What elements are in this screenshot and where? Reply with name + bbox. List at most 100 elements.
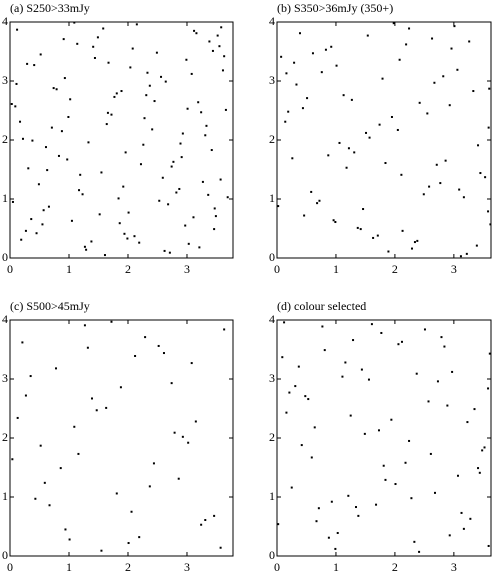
point bbox=[48, 504, 51, 507]
point bbox=[450, 47, 453, 50]
point bbox=[342, 94, 345, 97]
point bbox=[131, 47, 134, 50]
point bbox=[426, 112, 429, 115]
point bbox=[180, 156, 183, 159]
point bbox=[377, 429, 380, 432]
point bbox=[347, 494, 350, 497]
point bbox=[120, 90, 123, 93]
point bbox=[29, 375, 32, 378]
point bbox=[181, 132, 184, 135]
point bbox=[127, 211, 130, 214]
point bbox=[153, 100, 156, 103]
point bbox=[327, 154, 330, 157]
point bbox=[324, 48, 327, 51]
x-tick-label: 2 bbox=[125, 262, 131, 276]
point bbox=[35, 232, 38, 235]
point bbox=[442, 75, 445, 78]
point bbox=[122, 185, 125, 188]
point bbox=[134, 354, 137, 357]
x-tick-label: 0 bbox=[7, 560, 13, 574]
point bbox=[16, 416, 19, 419]
x-tick-label: 3 bbox=[451, 262, 457, 276]
point bbox=[213, 207, 216, 210]
point bbox=[350, 98, 353, 101]
point bbox=[138, 536, 141, 539]
point bbox=[85, 248, 88, 251]
point bbox=[291, 157, 294, 160]
point bbox=[384, 478, 387, 481]
point bbox=[143, 117, 146, 120]
point bbox=[370, 323, 373, 326]
point bbox=[115, 92, 118, 95]
point bbox=[204, 134, 207, 137]
point bbox=[483, 446, 486, 449]
x-tick-label: 1 bbox=[66, 262, 72, 276]
point bbox=[69, 98, 72, 101]
point bbox=[78, 189, 81, 192]
point bbox=[315, 520, 318, 523]
point bbox=[193, 29, 196, 32]
point bbox=[316, 202, 319, 205]
point bbox=[46, 169, 49, 172]
point bbox=[123, 232, 126, 235]
point bbox=[440, 336, 443, 339]
point bbox=[277, 205, 280, 208]
y-tick-label: 4 bbox=[2, 14, 8, 28]
point bbox=[187, 242, 190, 245]
point bbox=[155, 51, 158, 54]
point bbox=[318, 199, 321, 202]
point bbox=[487, 544, 490, 547]
point bbox=[295, 83, 298, 86]
point bbox=[475, 244, 478, 247]
point bbox=[86, 346, 89, 349]
point bbox=[91, 397, 94, 400]
point bbox=[367, 378, 370, 381]
point bbox=[190, 72, 193, 75]
point bbox=[418, 101, 421, 104]
point bbox=[330, 45, 333, 48]
x-tick-label: 3 bbox=[184, 560, 190, 574]
point bbox=[416, 239, 419, 242]
point bbox=[163, 249, 166, 252]
point bbox=[330, 500, 333, 503]
point bbox=[335, 64, 338, 67]
point bbox=[11, 458, 14, 461]
point bbox=[401, 229, 404, 232]
y-tick-label: 4 bbox=[2, 312, 8, 326]
point bbox=[380, 331, 383, 334]
point bbox=[152, 462, 155, 465]
point bbox=[427, 400, 430, 403]
point bbox=[43, 481, 46, 484]
point bbox=[219, 546, 222, 549]
point bbox=[208, 40, 211, 43]
point bbox=[68, 538, 71, 541]
panel-title: (c) S500>45mJy bbox=[10, 299, 90, 313]
point bbox=[310, 190, 313, 193]
point bbox=[397, 343, 400, 346]
point bbox=[334, 547, 337, 550]
point bbox=[16, 28, 19, 31]
point bbox=[139, 163, 142, 166]
point bbox=[185, 58, 188, 61]
point bbox=[223, 55, 226, 58]
point bbox=[472, 90, 475, 93]
point bbox=[456, 474, 459, 477]
point bbox=[175, 191, 178, 194]
point bbox=[359, 228, 362, 231]
point bbox=[226, 196, 229, 199]
point bbox=[390, 418, 393, 421]
point bbox=[378, 123, 381, 126]
point bbox=[145, 94, 148, 97]
point bbox=[124, 151, 127, 154]
point bbox=[307, 398, 310, 401]
x-tick-label: 2 bbox=[392, 262, 398, 276]
point bbox=[334, 221, 337, 224]
point bbox=[92, 45, 95, 48]
point bbox=[195, 32, 198, 35]
point bbox=[20, 238, 23, 241]
point bbox=[338, 141, 341, 144]
point bbox=[60, 130, 63, 133]
point bbox=[33, 64, 36, 67]
point bbox=[39, 444, 42, 447]
point bbox=[44, 146, 47, 149]
